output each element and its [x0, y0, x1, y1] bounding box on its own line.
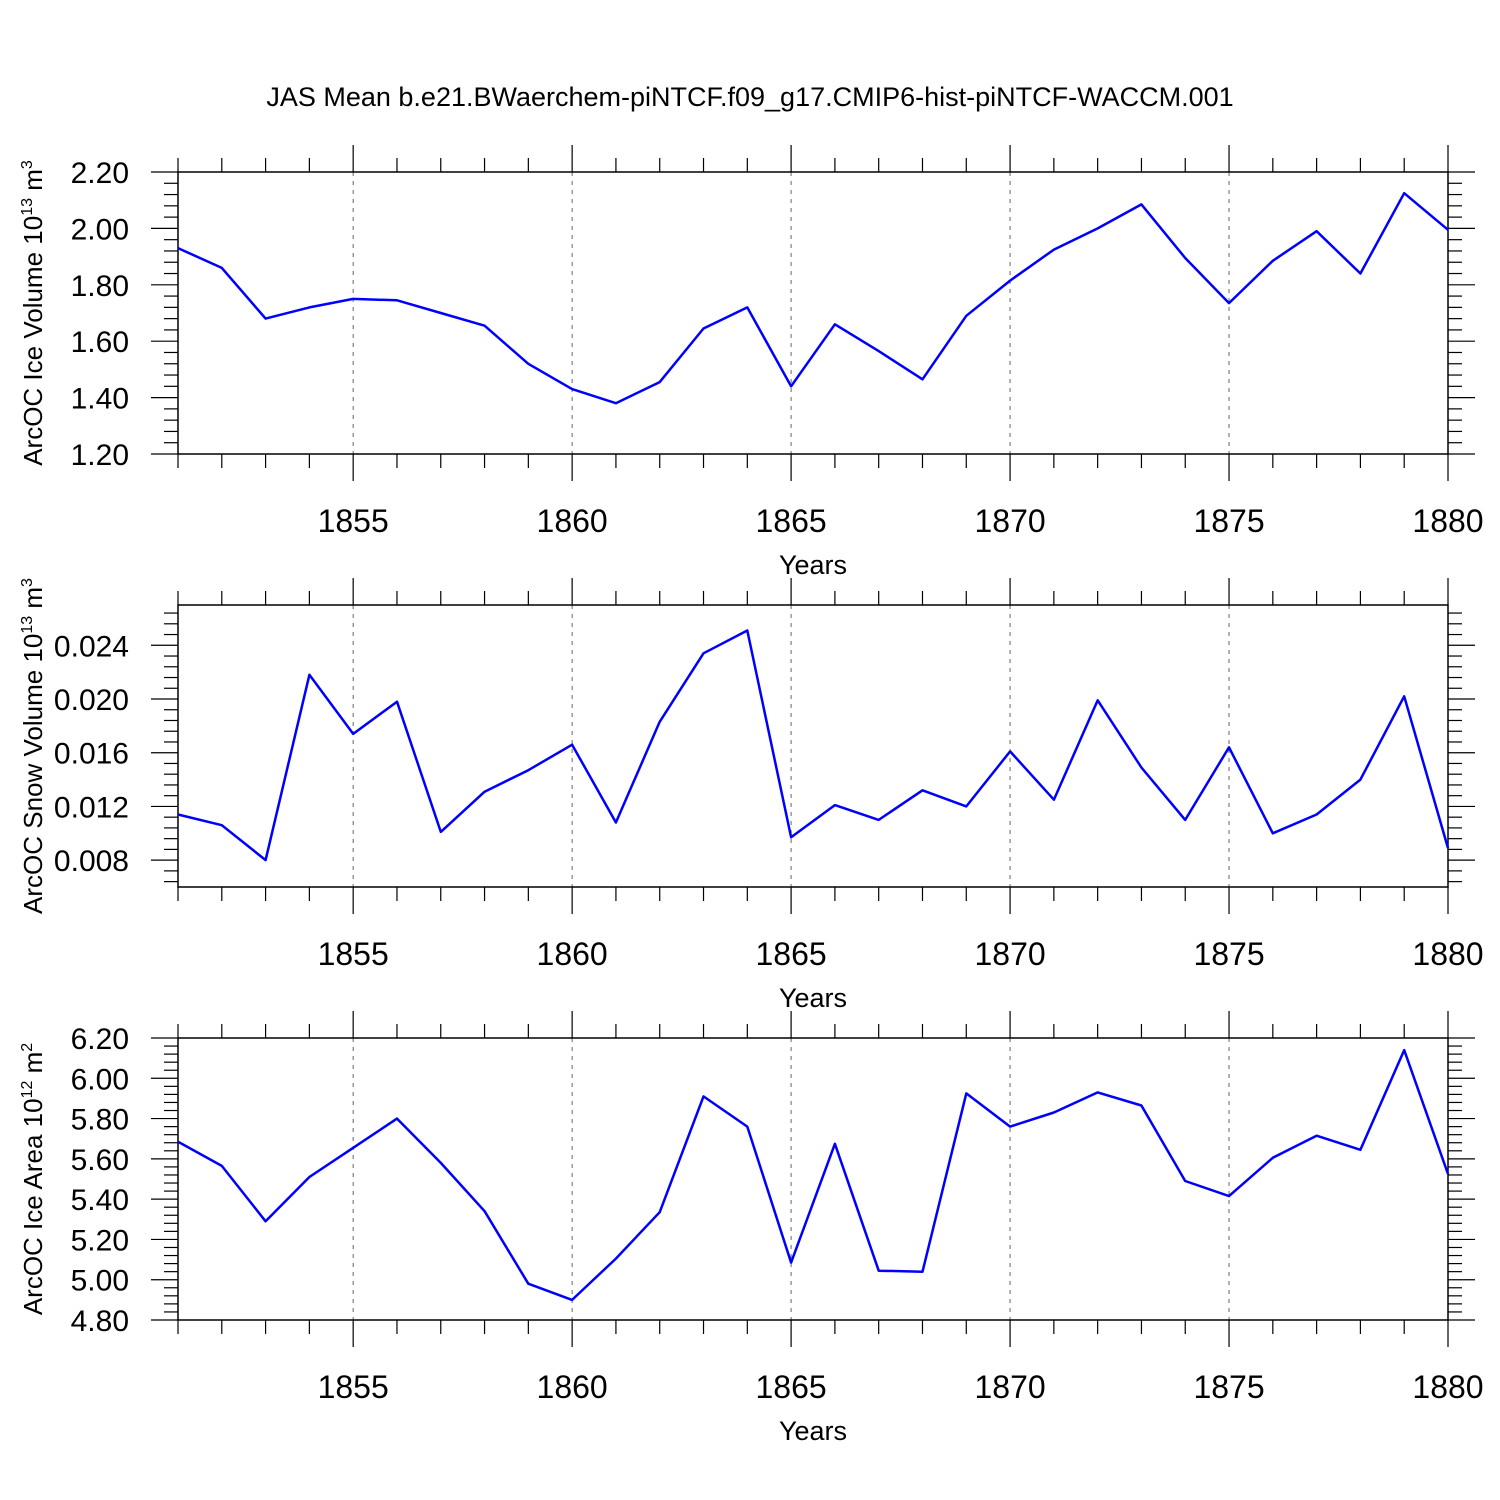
y-tick-label: 2.20 [71, 157, 129, 190]
y-tick-label: 1.60 [71, 326, 129, 359]
y-axis-label-text: ArcOC Ice Volume 10 [18, 216, 48, 466]
y-tick-label: 4.80 [71, 1305, 129, 1338]
y-tick-label: 2.00 [71, 213, 129, 246]
x-tick-label: 1880 [1412, 936, 1483, 972]
series-line [177, 629, 1450, 862]
series-line [177, 1048, 1450, 1302]
y-tick-label: 5.40 [71, 1184, 129, 1217]
y-tick-label: 0.024 [54, 630, 129, 663]
x-axis-label: Years [779, 550, 847, 580]
y-tick-label: 1.20 [71, 439, 129, 472]
x-tick-label: 1860 [537, 936, 608, 972]
y-tick-label: 5.60 [71, 1144, 129, 1177]
plot-frame [177, 171, 1449, 455]
panel-2: 0.008 0.012 0.016 0.020 0.024 1855 1860 1865 187… [18, 578, 1484, 1013]
x-tick-label: 1855 [318, 503, 389, 539]
y-axis-label-superscript: 12 [19, 1081, 36, 1099]
series-line [177, 191, 1449, 405]
y-tick-label: 1.80 [71, 270, 129, 303]
y-axis-label-superscript: 3 [19, 160, 36, 169]
y-tick-label: 5.00 [71, 1265, 129, 1298]
y-tick-label: 0.008 [54, 845, 129, 878]
y-tick-label: 5.20 [71, 1224, 129, 1257]
y-tick-label: 1.40 [71, 383, 129, 416]
x-tick-label: 1870 [974, 936, 1045, 972]
x-tick-label: 1880 [1412, 503, 1483, 539]
y-tick-label: 0.020 [54, 684, 129, 717]
x-axis-label: Years [779, 1416, 847, 1446]
x-tick-label: 1880 [1412, 1369, 1483, 1405]
x-tick-label: 1855 [318, 936, 389, 972]
y-axis-label-text: m [18, 1052, 48, 1081]
y-axis-label-superscript: 2 [19, 1043, 36, 1052]
y-tick-label: 6.20 [71, 1023, 129, 1056]
x-tick-label: 1875 [1193, 936, 1264, 972]
y-axis-label-superscript: 13 [19, 616, 36, 634]
y-axis-label-text: m [18, 169, 48, 198]
x-tick-label: 1875 [1193, 1369, 1264, 1405]
x-tick-label: 1860 [537, 503, 608, 539]
x-tick-label: 1855 [318, 1369, 389, 1405]
y-tick-label: 0.012 [54, 791, 129, 824]
panels-container: 1.20 1.40 1.60 1.80 2.00 2.20 1855 1860 1865 1870… [18, 145, 1484, 1446]
y-axis-label-text: ArcOC Ice Area 10 [18, 1098, 48, 1315]
y-axis-label: ArcOC Snow Volume 1013 m3 [18, 578, 48, 914]
y-axis-label-superscript: 3 [19, 578, 36, 587]
y-tick-label: 6.00 [71, 1063, 129, 1096]
chart-title: JAS Mean b.e21.BWaerchem-piNTCF.f09_g17.… [266, 82, 1233, 112]
y-axis-label: ArcOC Ice Area 1012 m2 [18, 1043, 48, 1315]
y-axis-label-text: ArcOC Snow Volume 10 [18, 634, 48, 914]
plot-frame [177, 604, 1449, 888]
panel-3: 4.80 5.00 5.20 5.40 5.60 5.80 6.00 6.20 1855 1860… [18, 1011, 1484, 1446]
x-tick-label: 1870 [974, 1369, 1045, 1405]
panel-1: 1.20 1.40 1.60 1.80 2.00 2.20 1855 1860 1865 1870… [18, 145, 1484, 580]
x-tick-label: 1865 [756, 503, 827, 539]
y-tick-label: 5.80 [71, 1104, 129, 1137]
x-tick-label: 1865 [756, 936, 827, 972]
x-tick-label: 1865 [756, 1369, 827, 1405]
y-axis-label-text: m [18, 587, 48, 616]
y-tick-label: 0.016 [54, 738, 129, 771]
y-axis-label: ArcOC Ice Volume 1013 m3 [18, 160, 48, 466]
x-tick-label: 1870 [974, 503, 1045, 539]
x-tick-label: 1875 [1193, 503, 1264, 539]
plot-frame [177, 1037, 1449, 1321]
x-axis-label: Years [779, 983, 847, 1013]
y-axis-label-superscript: 13 [19, 198, 36, 216]
x-tick-label: 1860 [537, 1369, 608, 1405]
